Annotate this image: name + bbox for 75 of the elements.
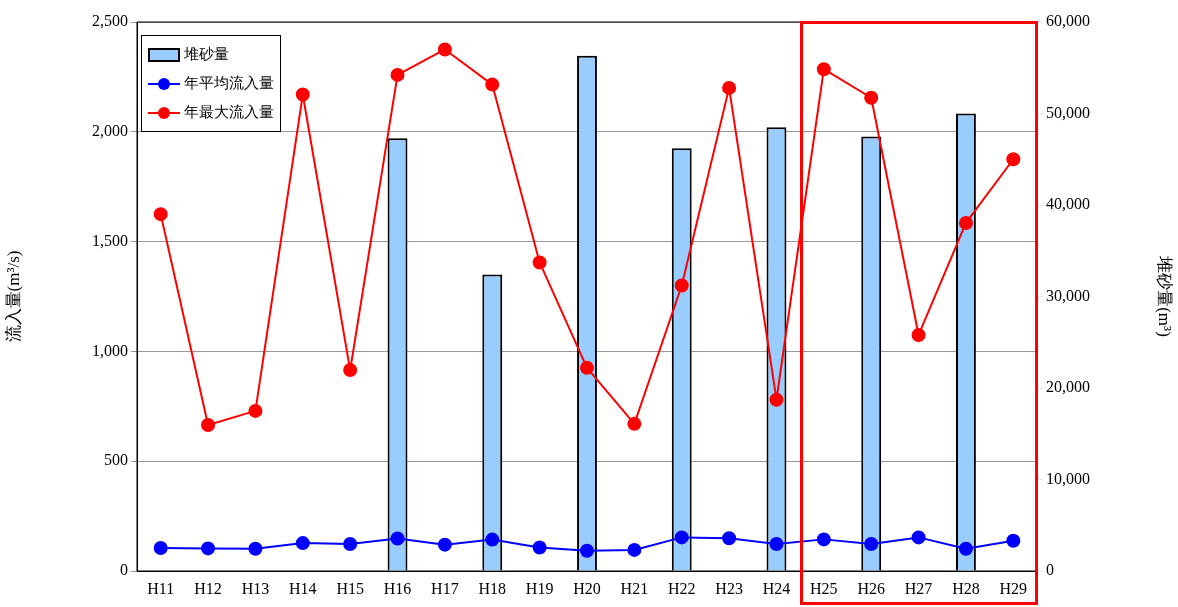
legend-label: 堆砂量 (184, 45, 229, 64)
point (201, 417, 216, 432)
y-tick-label: 1,500 (92, 231, 128, 249)
point (816, 532, 831, 547)
x-tick-label: H27 (904, 579, 933, 597)
x-tick-label: H29 (999, 579, 1028, 597)
y2-tick-label: 10,000 (1046, 469, 1090, 487)
y-tick-label: 1,000 (92, 341, 128, 359)
legend-label: 年平均流入量 (184, 74, 274, 93)
x-tick-label: H14 (289, 579, 317, 597)
x-tick-label: H13 (241, 579, 270, 597)
x-tick-label: H24 (762, 579, 791, 597)
x-tick-label: H12 (194, 579, 222, 597)
x-tick-label: H15 (336, 579, 364, 597)
point (674, 278, 689, 293)
x-tick-label: H16 (383, 579, 412, 597)
x-tick-label: H22 (667, 579, 696, 597)
y-axis-title: 流入量(m³/s) (3, 250, 23, 343)
point (343, 536, 358, 551)
point (1006, 152, 1021, 167)
point (532, 255, 547, 270)
point (816, 62, 831, 77)
point (343, 363, 358, 378)
x-tick-label: H11 (147, 579, 175, 597)
point (153, 207, 168, 222)
point (485, 532, 500, 547)
legend-label: 年最大流入量 (184, 103, 274, 122)
point (580, 543, 594, 558)
x-tick-label: H28 (952, 579, 980, 597)
point (295, 536, 310, 551)
point (437, 537, 452, 552)
y2-tick-label: 50,000 (1046, 103, 1090, 121)
point (1006, 533, 1021, 548)
point (911, 530, 926, 545)
x-tick-label: H23 (715, 579, 743, 597)
point (769, 392, 784, 407)
point (390, 531, 405, 546)
point (722, 531, 737, 546)
point (248, 403, 263, 418)
y2-tick-label: 20,000 (1046, 378, 1090, 396)
y-tick-label: 2,500 (92, 12, 128, 30)
y2-tick-label: 60,000 (1046, 12, 1090, 30)
y2-axis-title: 堆砂量(m³) (1155, 255, 1175, 337)
x-tick-label: H21 (620, 579, 649, 597)
point (674, 530, 689, 545)
point (722, 80, 737, 95)
y-tick-label: 500 (104, 451, 128, 469)
y2-tick-label: 40,000 (1046, 195, 1090, 213)
point (627, 416, 642, 431)
point (864, 536, 879, 551)
point (958, 541, 973, 556)
point (390, 67, 405, 82)
point (532, 540, 547, 555)
point (958, 215, 973, 230)
x-tick-label: H20 (573, 579, 601, 597)
point (201, 541, 216, 556)
point (911, 327, 926, 342)
point (295, 87, 310, 102)
y2-tick-label: 0 (1046, 561, 1054, 579)
point (769, 536, 784, 551)
point (248, 541, 263, 556)
point (153, 540, 168, 555)
y-tick-label: 0 (120, 561, 128, 579)
x-tick-label: H25 (810, 579, 838, 597)
x-tick-label: H18 (478, 579, 507, 597)
point (437, 42, 452, 57)
y-tick-label: 2,000 (92, 122, 128, 139)
point (580, 360, 594, 375)
point (485, 77, 500, 92)
x-tick-label: H19 (525, 579, 554, 597)
point (864, 90, 879, 105)
x-tick-label: H17 (431, 579, 459, 597)
x-tick-label: H26 (857, 579, 885, 597)
point (627, 542, 642, 557)
y2-tick-label: 30,000 (1046, 286, 1090, 304)
